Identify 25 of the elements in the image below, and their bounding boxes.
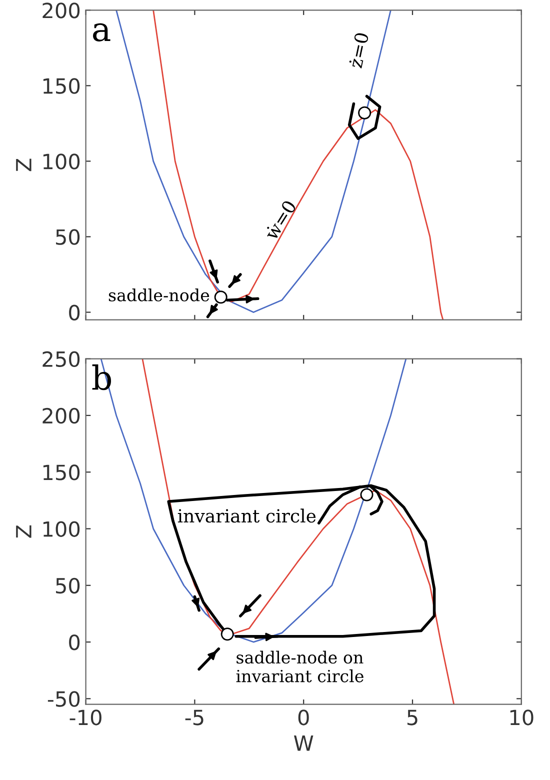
y-axis-title: Z: [16, 158, 32, 172]
x-tick-label: 0: [298, 710, 309, 726]
y-tick-label: 50: [56, 578, 80, 594]
x-tick-label: -10: [70, 710, 102, 726]
y-tick-label: 200: [42, 2, 80, 18]
x-axis-title: W: [294, 736, 314, 751]
annotation: invariant circle: [178, 508, 316, 523]
y-tick-label: 150: [43, 78, 80, 94]
annotation: saddle-node: [108, 288, 210, 302]
x-tick-label: 5: [407, 710, 418, 726]
annotation: saddle-node on invariant circle: [236, 650, 364, 682]
y-tick-label: 150: [43, 464, 80, 480]
y-tick-label: -50: [48, 691, 80, 707]
annotation: ż=0: [348, 32, 369, 68]
y-tick-label: 50: [56, 229, 80, 245]
y-tick-label: 250: [42, 351, 80, 368]
annotation: a: [93, 23, 110, 42]
y-tick-label: 0: [69, 304, 80, 320]
y-tick-label: 100: [43, 521, 80, 537]
x-tick-label: 10: [510, 710, 534, 726]
y-tick-label: 100: [43, 154, 80, 170]
x-tick-label: -5: [185, 710, 204, 726]
y-axis-title: Z: [16, 525, 32, 538]
y-tick-label: 200: [42, 408, 80, 424]
y-tick-label: 0: [69, 634, 80, 650]
